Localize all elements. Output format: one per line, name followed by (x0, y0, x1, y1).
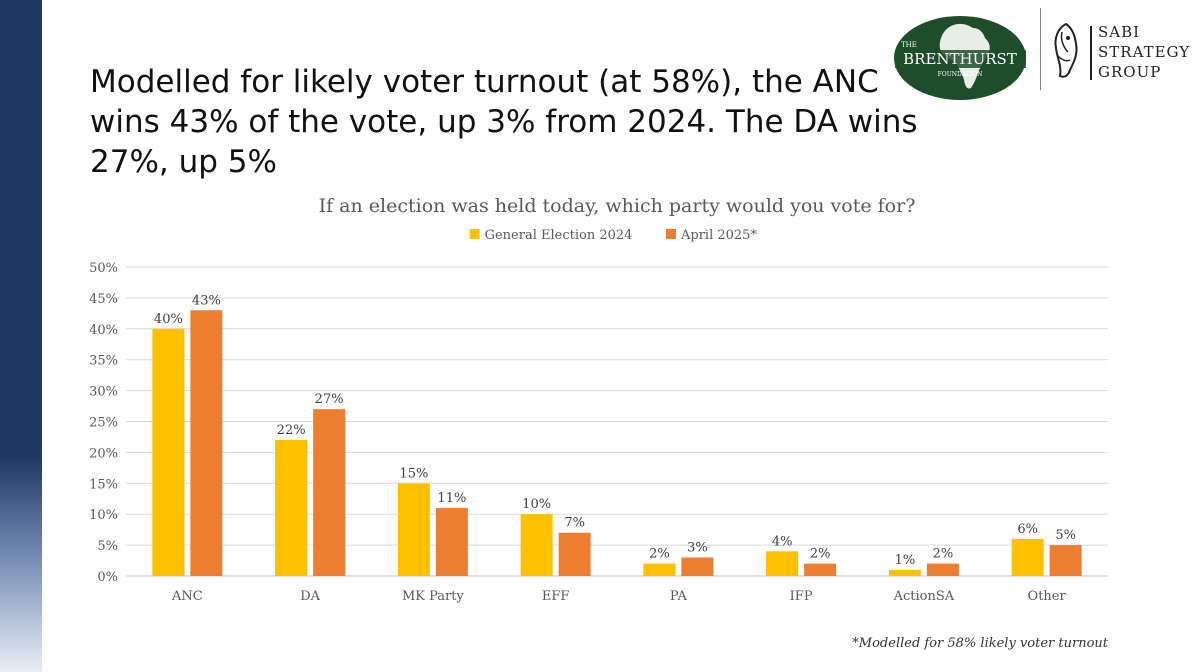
bar-other-2025 (1049, 545, 1082, 576)
legend-swatch-0 (469, 229, 480, 239)
bar-mk-party-2025 (435, 508, 468, 576)
y-tick-label: 0% (97, 570, 118, 585)
headline-line-1: Modelled for likely voter turnout (at 58… (90, 64, 879, 100)
y-tick-label: 25% (89, 416, 118, 431)
footnote: *Modelled for 58% likely voter turnout (852, 636, 1108, 651)
bar-pa-2025 (681, 557, 714, 576)
x-tick-label: EFF (542, 589, 570, 604)
data-label: 2% (810, 547, 831, 562)
x-tick-label: MK Party (402, 589, 465, 604)
data-label: 10% (522, 497, 551, 512)
data-label: 7% (564, 516, 585, 531)
data-label: 43% (192, 293, 221, 308)
chart-title: If an election was held today, which par… (319, 195, 916, 217)
data-label: 6% (1017, 522, 1038, 537)
headline-line-2: wins 43% of the vote, up 3% from 2024. T… (90, 104, 918, 180)
sabi-strategy-logo: SABI STRATEGY GROUP (1046, 18, 1196, 90)
bar-eff-2024 (520, 514, 553, 576)
brenthurst-the: THE (901, 41, 917, 49)
sabi-vertical-bar (1090, 26, 1092, 80)
bar-eff-2025 (558, 532, 591, 576)
data-label: 27% (315, 392, 344, 407)
sabi-wordmark: SABI STRATEGY GROUP (1098, 22, 1190, 82)
data-label: 22% (277, 423, 306, 438)
bar-ifp-2025 (804, 563, 837, 576)
data-label: 2% (649, 547, 670, 562)
data-label: 15% (399, 466, 428, 481)
sabi-line-3: GROUP (1098, 63, 1162, 81)
x-tick-label: ANC (171, 589, 203, 604)
legend-swatch-1 (666, 229, 676, 239)
sabi-line-1: SABI (1098, 23, 1141, 41)
party-vote-bar-chart: If an election was held today, which par… (89, 195, 1108, 604)
bar-ifp-2024 (766, 551, 799, 576)
x-tick-label: DA (300, 589, 320, 604)
sabi-sable-icon (1054, 22, 1078, 78)
y-tick-label: 30% (89, 385, 118, 400)
y-tick-label: 40% (89, 323, 118, 338)
data-label: 1% (895, 553, 916, 568)
data-label: 11% (437, 491, 466, 506)
slide-headline: Modelled for likely voter turnout (at 58… (90, 62, 970, 182)
sabi-line-2: STRATEGY (1098, 43, 1191, 61)
bar-da-2025 (313, 409, 346, 576)
bar-anc-2024 (152, 328, 185, 576)
bar-pa-2024 (643, 563, 676, 576)
data-label: 2% (933, 547, 954, 562)
brenthurst-foundation: FOUNDATION (938, 71, 983, 78)
left-accent-band (0, 0, 42, 672)
y-tick-label: 35% (89, 354, 118, 369)
y-tick-label: 50% (89, 261, 118, 276)
brenthurst-logo-graphic: THE BRENTHURST FOUNDATION (894, 16, 1026, 100)
data-label: 3% (687, 540, 708, 555)
data-label: 4% (772, 534, 793, 549)
bar-actionsa-2024 (888, 569, 921, 576)
data-label: 40% (154, 312, 183, 327)
y-tick-label: 10% (89, 508, 118, 523)
bar-anc-2025 (190, 310, 223, 576)
legend-label-1: April 2025* (680, 228, 757, 243)
bar-mk-party-2024 (397, 483, 430, 576)
bar-da-2024 (275, 440, 308, 576)
bar-other-2024 (1011, 538, 1044, 576)
y-tick-label: 5% (97, 539, 118, 554)
y-tick-label: 15% (89, 477, 118, 492)
bar-actionsa-2025 (926, 563, 959, 576)
legend-label-0: General Election 2024 (485, 228, 633, 243)
logo-divider (1040, 8, 1041, 90)
y-tick-label: 45% (89, 292, 118, 307)
brenthurst-logo: THE BRENTHURST FOUNDATION (893, 14, 1028, 102)
x-tick-label: IFP (790, 589, 813, 604)
brenthurst-name: BRENTHURST (903, 50, 1017, 68)
data-label: 5% (1055, 528, 1076, 543)
y-tick-label: 20% (89, 446, 118, 461)
x-tick-label: PA (670, 589, 688, 604)
x-tick-label: ActionSA (893, 589, 955, 604)
x-tick-label: Other (1028, 589, 1067, 604)
